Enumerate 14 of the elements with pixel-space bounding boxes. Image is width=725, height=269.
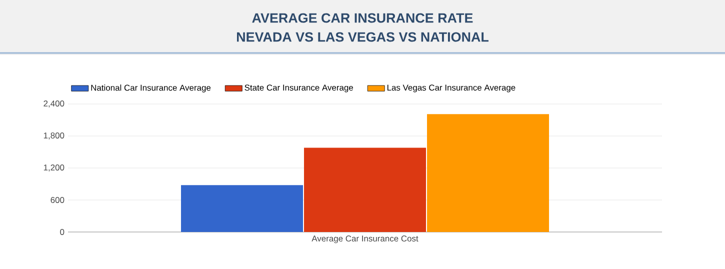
bar bbox=[427, 114, 550, 232]
legend-label: State Car Insurance Average bbox=[244, 84, 353, 92]
legend-label: National Car Insurance Average bbox=[91, 84, 211, 92]
y-tick-label: 1,200 bbox=[44, 164, 64, 172]
bar bbox=[181, 185, 304, 232]
y-tick-label: 0 bbox=[60, 229, 64, 235]
x-tick-label: Average Car Insurance Cost bbox=[312, 236, 418, 244]
y-tick-label: 600 bbox=[50, 197, 64, 203]
legend-label: Las Vegas Car Insurance Average bbox=[387, 84, 516, 92]
chart-subtitle: NEVADA VS LAS VEGAS VS NATIONAL bbox=[236, 32, 488, 42]
bar bbox=[304, 148, 426, 232]
y-tick-label: 1,800 bbox=[44, 132, 64, 140]
y-tick-label: 2,400 bbox=[44, 100, 64, 108]
chart-title: AVERAGE CAR INSURANCE RATE bbox=[252, 13, 473, 23]
